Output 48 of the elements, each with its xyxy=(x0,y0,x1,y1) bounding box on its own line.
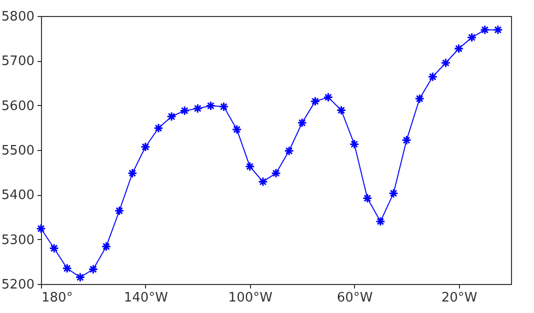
point xyxy=(336,105,346,116)
y-tick-label: 5700 xyxy=(1,54,34,70)
point xyxy=(402,135,412,146)
point xyxy=(166,112,176,122)
point xyxy=(244,162,255,172)
y-tick-label: 5200 xyxy=(1,278,34,292)
point xyxy=(62,263,72,274)
x-tick-label: 20°W xyxy=(441,290,478,306)
point xyxy=(466,32,477,42)
point xyxy=(271,168,281,178)
point xyxy=(101,242,112,252)
point xyxy=(440,58,451,68)
point xyxy=(206,100,216,111)
point xyxy=(349,139,360,150)
point xyxy=(88,264,98,274)
point xyxy=(180,106,190,116)
point xyxy=(376,216,386,226)
point xyxy=(297,118,308,128)
x-tick-label: 100°W xyxy=(228,290,273,306)
x-tick-label: 180° xyxy=(42,290,73,306)
point xyxy=(154,123,164,134)
point xyxy=(232,124,242,134)
point xyxy=(75,272,86,282)
point xyxy=(493,24,503,35)
point xyxy=(258,176,268,187)
x-tick-label: 60°W xyxy=(336,290,373,306)
point xyxy=(414,94,425,104)
point xyxy=(127,168,138,178)
point xyxy=(362,193,372,204)
point xyxy=(323,92,334,102)
point xyxy=(284,146,294,156)
point xyxy=(454,44,464,54)
y-tick-label: 5400 xyxy=(1,188,34,204)
y-tick-label: 5300 xyxy=(1,232,34,248)
point xyxy=(310,96,320,106)
point xyxy=(218,102,229,112)
point xyxy=(428,72,438,82)
point xyxy=(114,206,124,216)
y-tick-label: 5600 xyxy=(1,98,34,114)
point xyxy=(36,224,46,234)
point xyxy=(140,142,150,152)
point xyxy=(49,243,59,254)
point xyxy=(192,104,203,114)
y-tick-label: 5800 xyxy=(1,10,34,24)
point xyxy=(388,188,398,198)
point xyxy=(480,24,490,35)
x-tick-label: 140°W xyxy=(124,290,168,306)
y-tick-label: 5500 xyxy=(1,144,34,158)
